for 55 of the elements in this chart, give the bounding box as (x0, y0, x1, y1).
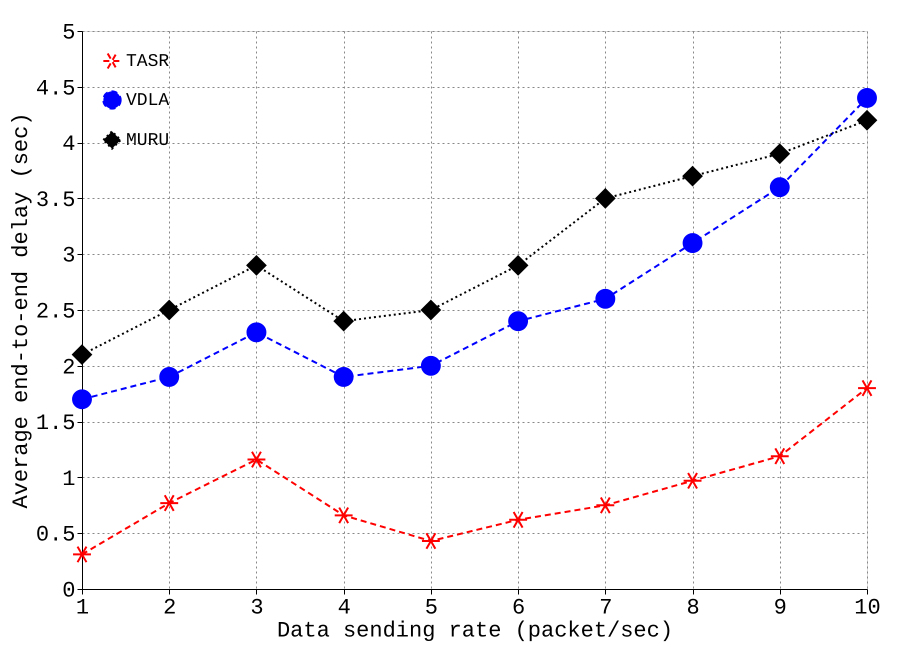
x-tick-label: 4 (338, 596, 351, 620)
point (246, 322, 266, 342)
point (595, 496, 616, 514)
point (334, 311, 354, 332)
point (420, 300, 441, 320)
x-tick-label: 9 (774, 596, 787, 620)
y-tick-label: 2.5 (36, 300, 76, 324)
point (595, 188, 616, 208)
y-tick-label: 0 (62, 578, 76, 604)
point (72, 389, 92, 410)
point (246, 450, 266, 468)
y-tick-label: 4 (62, 132, 76, 158)
y-tick-label: 5 (62, 20, 76, 46)
point (72, 344, 92, 365)
x-tick-label: 6 (512, 596, 526, 620)
point (508, 255, 528, 276)
point (857, 110, 877, 130)
point (682, 166, 702, 186)
point (420, 356, 441, 376)
x-tick-label: 2 (163, 596, 176, 620)
point (682, 472, 702, 490)
point (857, 379, 877, 397)
y-axis-title: Average end-to-end delay (sec) (8, 112, 34, 509)
point (770, 144, 790, 164)
x-axis-title: Data sending rate (packet/sec) (276, 618, 674, 644)
y-tick-label: 1.5 (36, 411, 76, 436)
y-tick-label: 3.5 (36, 188, 76, 213)
point (72, 546, 92, 564)
y-tick-label: 4.5 (36, 76, 76, 102)
x-tick-label: 5 (424, 596, 438, 620)
point (159, 494, 180, 512)
point (246, 255, 266, 276)
legend-label: VDLA (126, 91, 170, 111)
point (159, 367, 180, 387)
y-tick-label: 2 (62, 355, 76, 380)
y-tick-label: 0.5 (36, 522, 76, 548)
x-tick-label: 10 (854, 596, 881, 620)
point (770, 447, 790, 465)
point (159, 300, 180, 320)
point (334, 506, 354, 524)
x-tick-label: 3 (250, 596, 264, 620)
x-tick-label: 7 (599, 596, 612, 620)
point (334, 367, 354, 387)
point (682, 233, 702, 253)
point (857, 88, 877, 108)
y-tick-label: 1 (62, 466, 76, 492)
x-tick-label: 8 (686, 596, 700, 620)
y-tick-label: 3 (62, 244, 76, 269)
point (770, 177, 790, 198)
legend-label: TASR (126, 52, 170, 72)
point (420, 532, 441, 550)
legend-label: MURU (126, 131, 170, 151)
point (508, 311, 528, 332)
point (508, 511, 528, 529)
point (595, 288, 616, 309)
